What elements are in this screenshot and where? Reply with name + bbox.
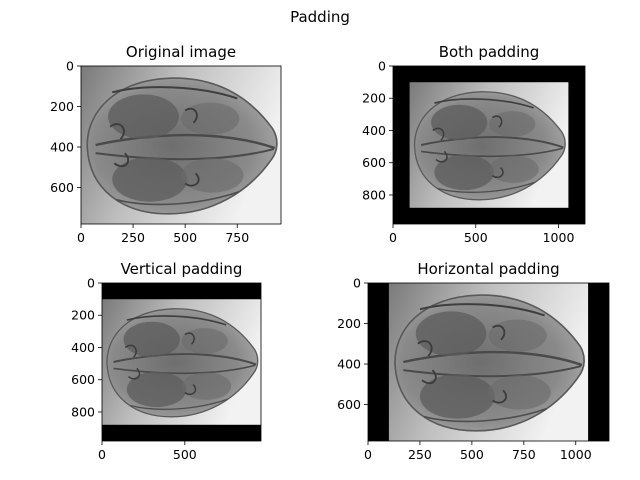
y-tick-label: 400	[71, 340, 95, 355]
x-tick-label: 0	[364, 447, 372, 462]
subplot-title: Both padding	[439, 43, 540, 61]
walnut-image	[388, 283, 589, 441]
y-tick-label: 600	[50, 180, 74, 195]
y-tick-label: 800	[362, 187, 386, 202]
x-tick-label: 500	[460, 447, 484, 462]
x-tick-label: 750	[512, 447, 536, 462]
y-tick-label: 0	[378, 59, 386, 74]
y-tick-label: 400	[337, 357, 361, 372]
subplot-1: Original image 0 250 500 750 0 200 400 600	[50, 43, 282, 245]
y-tick-label: 400	[50, 140, 74, 155]
x-tick-label: 1000	[560, 447, 592, 462]
y-tick-label: 0	[66, 59, 74, 74]
x-tick-label: 0	[77, 230, 85, 245]
figure-title: Padding	[290, 8, 350, 26]
y-tick-label: 800	[71, 404, 95, 419]
x-tick-label: 1000	[543, 230, 575, 245]
x-tick-label: 250	[121, 230, 145, 245]
subplot-title: Vertical padding	[121, 260, 243, 278]
x-tick-label: 0	[389, 230, 397, 245]
y-tick-label: 200	[362, 91, 386, 106]
y-tick-label: 600	[71, 372, 95, 387]
y-tick-label: 600	[337, 397, 361, 412]
y-tick-label: 0	[353, 276, 361, 291]
subplot-title: Horizontal padding	[417, 260, 559, 278]
y-tick-label: 0	[87, 276, 95, 291]
axes-frame	[80, 65, 282, 225]
axes-frame	[367, 282, 610, 442]
x-tick-label: 250	[408, 447, 432, 462]
walnut-image	[81, 66, 281, 224]
subplot-title: Original image	[126, 43, 236, 61]
y-tick-label: 200	[71, 308, 95, 323]
axes-frame	[101, 282, 262, 442]
y-tick-label: 200	[337, 316, 361, 331]
y-tick-label: 200	[50, 99, 74, 114]
x-tick-label: 500	[173, 447, 197, 462]
subplot-3: Vertical padding 0 500 0 200 400 600 800	[71, 260, 262, 462]
x-tick-label: 500	[173, 230, 197, 245]
subplot-4: Horizontal padding 0 250 500 750 1000 0 200 400 6…	[337, 260, 610, 462]
x-tick-label: 500	[464, 230, 488, 245]
y-tick-label: 400	[362, 123, 386, 138]
walnut-image	[409, 82, 569, 208]
x-tick-label: 750	[225, 230, 249, 245]
x-tick-label: 0	[98, 447, 106, 462]
axes-frame	[392, 65, 586, 225]
walnut-image	[102, 299, 261, 425]
subplot-2: Both padding 0 500 1000 0 200 400 600 800	[362, 43, 586, 245]
y-tick-label: 600	[362, 155, 386, 170]
